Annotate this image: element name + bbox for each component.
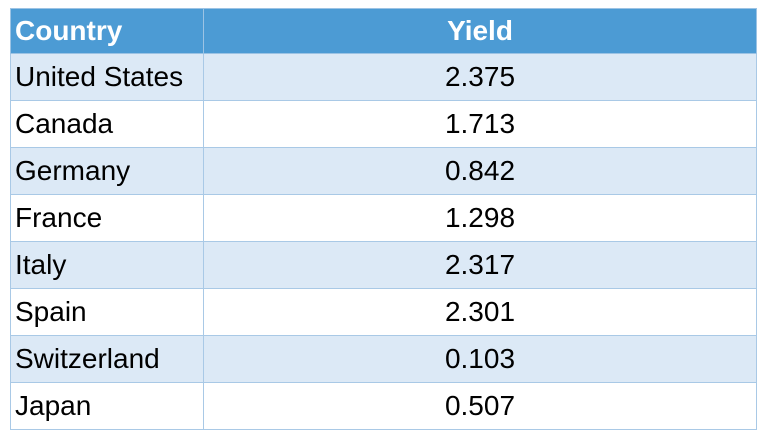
yield-cell: 0.842: [203, 147, 757, 195]
table-row: Switzerland 0.103: [10, 335, 757, 383]
yield-cell: 1.713: [203, 100, 757, 148]
yield-cell: 2.317: [203, 241, 757, 289]
column-header-yield: Yield: [203, 8, 757, 54]
country-cell: Japan: [10, 382, 204, 430]
table-row: Canada 1.713: [10, 100, 757, 148]
yield-cell: 1.298: [203, 194, 757, 242]
country-cell: United States: [10, 53, 204, 101]
yield-cell: 0.103: [203, 335, 757, 383]
yield-table: Country Yield United States 2.375 Canada 1.…: [10, 8, 757, 430]
table-header-row: Country Yield: [10, 8, 757, 54]
country-cell: Germany: [10, 147, 204, 195]
table-row: Spain 2.301: [10, 288, 757, 336]
table-row: Japan 0.507: [10, 382, 757, 430]
yield-cell: 2.301: [203, 288, 757, 336]
table-row: United States 2.375: [10, 53, 757, 101]
table-body: United States 2.375 Canada 1.713 Germany 0.84…: [10, 53, 757, 430]
table-row: Italy 2.317: [10, 241, 757, 289]
yield-cell: 0.507: [203, 382, 757, 430]
yield-table-container: Country Yield United States 2.375 Canada 1.…: [10, 8, 757, 430]
country-cell: France: [10, 194, 204, 242]
table-row: France 1.298: [10, 194, 757, 242]
yield-cell: 2.375: [203, 53, 757, 101]
country-cell: Italy: [10, 241, 204, 289]
country-cell: Canada: [10, 100, 204, 148]
column-header-country: Country: [10, 8, 204, 54]
country-cell: Spain: [10, 288, 204, 336]
table-row: Germany 0.842: [10, 147, 757, 195]
country-cell: Switzerland: [10, 335, 204, 383]
